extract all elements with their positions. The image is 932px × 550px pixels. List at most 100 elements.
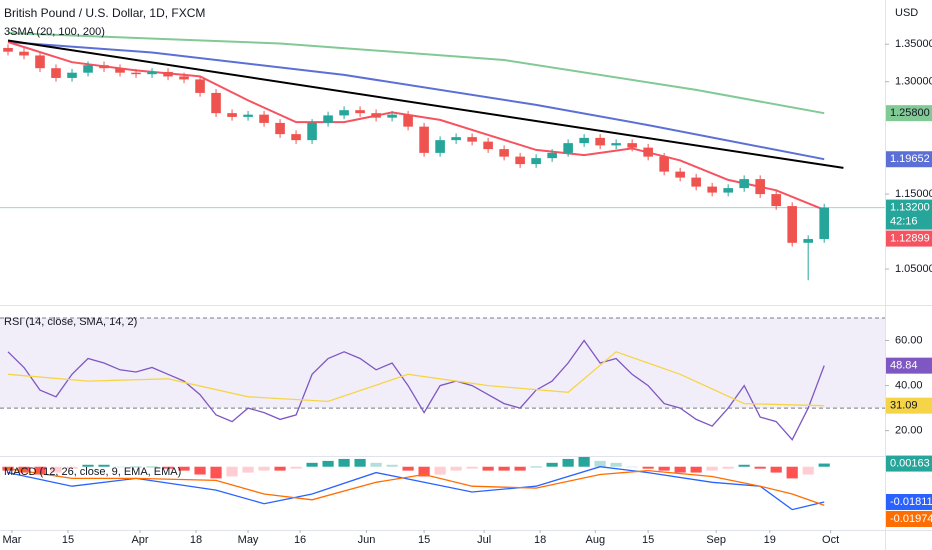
candle-body (35, 55, 45, 69)
candle-body (531, 158, 541, 165)
histogram-bar (114, 466, 126, 468)
indicator-title: MACD (12, 26, close, 9, EMA, EMA) (4, 466, 181, 478)
candle-body (547, 152, 557, 159)
x-tick-label: 15 (418, 534, 430, 546)
price-badge (886, 510, 932, 527)
histogram-bar (690, 466, 702, 473)
candle-body (643, 147, 653, 157)
price-badge-label: 1.19652 (890, 153, 930, 165)
price-badge-label: -0.01811 (890, 496, 932, 508)
histogram-bar (674, 466, 686, 473)
candle-body (675, 171, 685, 178)
candle-body (275, 122, 285, 135)
candle-body (387, 114, 397, 118)
histogram-bar (770, 466, 782, 473)
histogram-bar (162, 466, 174, 469)
y-tick-label: 20.00 (895, 425, 923, 437)
histogram-bar (18, 466, 30, 473)
histogram-bar (226, 466, 238, 477)
x-tick-label: 19 (764, 534, 776, 546)
price-badge-label: 31.09 (890, 400, 918, 412)
histogram-bar (82, 464, 94, 467)
histogram-bar (498, 466, 510, 471)
histogram-bar (418, 466, 430, 477)
line (7, 468, 825, 506)
histogram-bar (722, 466, 734, 469)
candle-body (115, 68, 125, 73)
y-tick-label: 1.15000 (895, 188, 932, 200)
price-badge-label: 1.12899 (890, 232, 930, 244)
candle-body (803, 239, 813, 243)
price-badge (886, 230, 932, 247)
candle-body (163, 71, 173, 77)
candle-body (723, 188, 733, 193)
y-tick-label: 60.00 (895, 334, 923, 346)
x-tick-label: Aug (586, 534, 606, 546)
candle-body (371, 113, 381, 118)
candle-body (339, 110, 349, 116)
candle-body (195, 79, 205, 93)
rsi-band (0, 317, 885, 409)
candle-body (739, 179, 749, 189)
candle-body (147, 71, 157, 75)
histogram-bar (178, 466, 190, 471)
candle-body (595, 137, 605, 146)
histogram-bar (594, 460, 606, 467)
histogram-bar (546, 462, 558, 467)
histogram-bar (658, 466, 670, 471)
histogram-bar (706, 466, 718, 471)
candle-body (259, 114, 269, 123)
candle-body (19, 51, 29, 56)
candle-body (819, 207, 829, 240)
x-tick-label: Jun (358, 534, 376, 546)
x-tick-label: 18 (534, 534, 546, 546)
candle-body (611, 143, 621, 146)
overlay: British Pound / U.S. Dollar, 1D, FXCM 3S… (4, 6, 932, 527)
histogram-bar (258, 466, 270, 471)
price-badge (886, 199, 932, 230)
candle-body (451, 137, 461, 141)
x-tick-label: Oct (822, 534, 839, 546)
candle-body (83, 65, 93, 73)
x-tick-label: Jul (477, 534, 491, 546)
candle-body (515, 156, 525, 165)
price-badge-label: 48.84 (890, 360, 918, 372)
candle-body (499, 149, 509, 157)
histogram-bar (194, 466, 206, 475)
candle-body (403, 114, 413, 127)
x-tick-label: 15 (642, 534, 654, 546)
price-badge-label: 0.00163 (890, 457, 930, 469)
line (7, 32, 825, 115)
x-tick-label: 16 (294, 534, 306, 546)
price-badge (886, 105, 932, 122)
histogram-bar (34, 466, 46, 475)
candle-body (707, 186, 717, 193)
histogram-bar (754, 466, 766, 469)
candle-body (179, 76, 189, 80)
price-badge (886, 493, 932, 510)
histogram-bar (322, 460, 334, 467)
line (7, 41, 825, 211)
histogram-bar (98, 464, 110, 467)
indicator-title: RSI (14, close, SMA, 14, 2) (4, 316, 137, 328)
y-tick-label: 1.30000 (895, 76, 932, 88)
line (7, 466, 825, 511)
candle-body (291, 134, 301, 141)
candle-body (323, 115, 333, 123)
histogram-bar (338, 458, 350, 467)
histogram-bar (626, 466, 638, 468)
histogram-bar (2, 466, 14, 471)
indicator-title: 3SMA (20, 100, 200) (4, 26, 105, 38)
histogram-bar (434, 466, 446, 475)
histogram-bar (738, 464, 750, 467)
histogram-bar (146, 466, 158, 468)
x-tick-label: May (238, 534, 259, 546)
histogram-bar (818, 463, 830, 467)
candle-body (51, 68, 61, 78)
histogram-bar (402, 466, 414, 471)
line (7, 39, 844, 169)
y-tick-label: 40.00 (895, 379, 923, 391)
candle-body (131, 72, 141, 75)
